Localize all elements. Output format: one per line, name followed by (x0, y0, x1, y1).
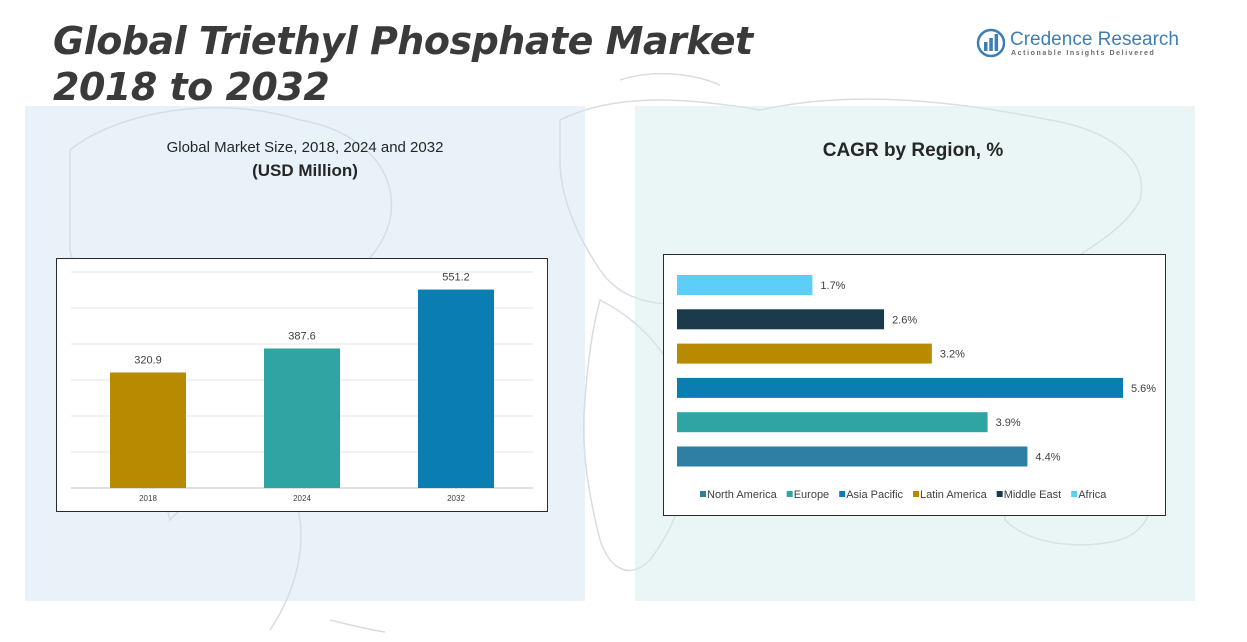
logo-tagline: Actionable Insights Delivered (1011, 50, 1156, 57)
cagr-title: CAGR by Region, % (822, 140, 1004, 161)
bar-2018 (110, 372, 186, 488)
cagr-horizontal-bar-chart: 1.7% 2.6% 3.2% 5.6% 3.9% 4.4% North America Eu… (677, 275, 1156, 501)
x-tick-label: 2032 (447, 494, 465, 503)
bar-2032 (418, 289, 494, 488)
x-tick-label: 2024 (293, 494, 311, 503)
bar-latin-america (677, 343, 932, 364)
legend-label: Asia Pacific (846, 489, 903, 501)
logo-bars-icon (976, 28, 1006, 58)
market-size-title: Global Market Size, 2018, 2024 and 2032 (166, 139, 444, 156)
market-size-panel: Global Market Size, 2018, 2024 and 2032 … (25, 106, 585, 601)
page-title: Global Triethyl Phosphate Market 2018 to… (53, 18, 753, 110)
legend-swatch (1071, 491, 1078, 497)
bar-asia-pacific (677, 377, 1123, 398)
logo-name: Credence Research (1010, 29, 1179, 50)
legend-swatch (839, 491, 846, 497)
legend-label: Europe (794, 489, 829, 501)
cagr-chart-frame: 1.7% 2.6% 3.2% 5.6% 3.9% 4.4% North America Eu… (663, 254, 1166, 516)
bar-value-label: 3.9% (996, 417, 1021, 429)
bar-europe (677, 412, 988, 433)
bar-value-label: 387.6 (288, 330, 316, 342)
x-tick-label: 2018 (139, 494, 157, 503)
market-size-chart-frame: 320.9 2018 387.6 2024 551.2 2032 (56, 258, 548, 512)
market-size-bar-chart: 320.9 2018 387.6 2024 551.2 2032 (71, 271, 533, 503)
market-size-unit: (USD Million) (252, 161, 358, 180)
credence-research-logo: Credence Research Actionable Insights De… (976, 28, 1179, 62)
legend-swatch (996, 491, 1003, 497)
title-line-1: Global Triethyl Phosphate Market (53, 19, 753, 63)
bar-value-label: 320.9 (134, 354, 162, 366)
legend-swatch (786, 491, 793, 497)
bar-value-label: 2.6% (892, 314, 917, 326)
bar-value-label: 1.7% (820, 280, 845, 292)
legend-label: North America (707, 489, 778, 501)
bar-value-label: 551.2 (442, 272, 470, 284)
bar-value-label: 3.2% (940, 349, 965, 361)
legend-label: Middle East (1004, 489, 1061, 501)
bar-2024 (264, 348, 340, 488)
legend-label: Latin America (920, 489, 988, 501)
bar-middle-east (677, 309, 885, 330)
legend-swatch (913, 491, 920, 497)
bar-value-label: 5.6% (1131, 383, 1156, 395)
title-line-2: 2018 to 2032 (53, 65, 330, 109)
bar-value-label: 4.4% (1035, 452, 1060, 464)
bar-north-america (677, 446, 1028, 467)
bar-africa (677, 275, 813, 295)
legend-swatch (700, 491, 706, 497)
legend-label: Africa (1078, 489, 1107, 501)
cagr-panel: CAGR by Region, % 1.7% 2.6% 3.2% 5.6% 3.9% 4.… (635, 106, 1195, 601)
